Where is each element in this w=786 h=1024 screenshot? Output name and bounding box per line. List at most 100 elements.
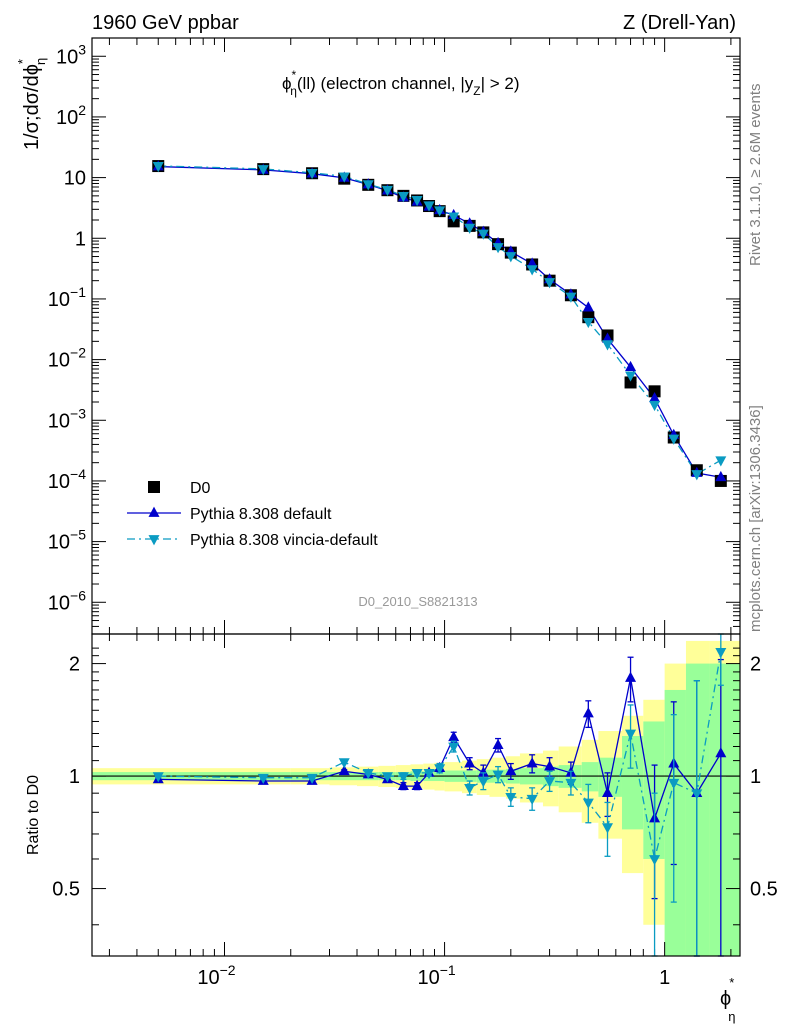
plot-title: ϕ* η(ll) (electron channel, |yZ| > 2) (282, 68, 520, 98)
ratio-data-point (565, 778, 577, 790)
main-data-point (602, 340, 614, 351)
ratio-plot-frame (91, 633, 741, 957)
ratio-data-point (715, 648, 727, 659)
ratio-data-point (544, 760, 556, 771)
ratio-data-point (505, 792, 517, 804)
legend-marker (148, 535, 160, 546)
ratio-data-point (257, 773, 269, 785)
legend-label: Pythia 8.308 default (190, 506, 332, 523)
main-data-point (464, 223, 476, 234)
ratio-data-point (544, 777, 556, 788)
ratio-data-point (526, 757, 538, 768)
stat-uncertainty-band (664, 689, 686, 956)
main-data-point (448, 212, 460, 223)
main-data-point (397, 192, 409, 203)
legend: D0 Pythia 8.308 default Pythia 8.308 vinci… (127, 480, 378, 549)
ratio-data-point (411, 779, 423, 790)
ratio-uncertainty-bands (92, 640, 740, 956)
ratio-data-point (477, 766, 489, 777)
ratio-data-point (649, 855, 661, 866)
legend-marker (148, 481, 160, 493)
ratio-data-point (625, 729, 637, 740)
main-data-point (649, 392, 661, 403)
ratio-data-point (397, 779, 409, 790)
mcplots-label: mcplots.cern.ch [arXiv:1306.3436] (747, 405, 764, 632)
main-y-tick-label: 10−6 (48, 587, 86, 614)
main-data-point (338, 172, 350, 183)
main-y-axis-label: 1/σ;dσ/dϕ* η (15, 58, 48, 150)
ratio-data-point (526, 794, 538, 806)
main-data-point (691, 470, 703, 481)
header-right: Z (Drell-Yan) (623, 12, 736, 34)
main-data-point (544, 278, 556, 289)
main-data-point (715, 456, 727, 467)
main-data-point (582, 317, 594, 329)
main-data-point (648, 385, 661, 398)
ratio-y-tick-label: 0.5 (52, 879, 80, 901)
ratio-data-point (381, 772, 393, 783)
ratio-data-point (434, 764, 446, 775)
legend-marker (148, 506, 160, 517)
stat-uncertainty-band (709, 663, 740, 956)
stat-uncertainty-band (621, 736, 644, 830)
header-left: 1960 GeV ppbar (92, 12, 239, 34)
ratio-data-point (411, 769, 423, 780)
main-data-point (381, 185, 393, 197)
ratio-data-point (152, 772, 164, 783)
ratio-data-point (448, 742, 460, 753)
ratio-y-tick-label-right: 1 (750, 766, 761, 788)
main-data-point (625, 360, 637, 372)
main-data-point (624, 376, 637, 389)
main-y-tick-label: 10−5 (48, 527, 86, 554)
main-data-point (492, 243, 504, 254)
main-data-point (625, 371, 637, 382)
series-layer (152, 160, 727, 957)
ratio-data-point (338, 764, 350, 776)
ratio-data-point (668, 778, 680, 790)
ratio-y-axis-label: Ratio to D0 (25, 775, 42, 855)
legend-label: D0 (190, 480, 211, 497)
rivet-label: Rivet 3.1.10, ≥ 2.6M events (747, 84, 764, 267)
main-y-tick-label: 1 (75, 228, 86, 250)
main-data-point (565, 292, 577, 303)
ratio-y-tick-label: 2 (69, 654, 80, 676)
main-data-point (152, 162, 164, 173)
x-tick-label: 10−2 (197, 962, 235, 989)
ratio-data-point (625, 671, 637, 682)
main-data-point (423, 201, 435, 212)
x-axis-label: ϕ* η (720, 975, 736, 1024)
ratio-data-point (306, 773, 318, 785)
main-y-tick-label: 103 (56, 41, 86, 68)
ratio-data-point (338, 758, 350, 769)
ratio-data-point (691, 789, 703, 800)
main-data-point (582, 301, 594, 312)
main-y-tick-label: 10−2 (48, 345, 86, 372)
ratio-data-point (602, 823, 614, 834)
main-data-point (668, 434, 680, 445)
main-y-tick-label: 102 (56, 102, 86, 129)
main-data-point (526, 257, 538, 268)
axis-ticks: 10−2 10−1 110310210110−110−210−310−410−510… (48, 37, 778, 989)
x-tick-label: 1 (659, 967, 670, 989)
ratio-data-point (477, 777, 489, 788)
ratio-data-point (582, 798, 594, 809)
stat-uncertainty-band (685, 663, 710, 956)
stat-uncertainty-band (581, 762, 599, 792)
main-data-point (505, 252, 517, 263)
ratio-data-point (423, 769, 435, 780)
ratio-data-point (582, 707, 594, 718)
ratio-data-point (505, 764, 517, 776)
main-data-point (715, 470, 727, 482)
ratio-y-tick-label: 1 (69, 766, 80, 788)
main-data-point (477, 229, 489, 240)
ratio-data-point (397, 772, 409, 783)
main-y-tick-label: 10−1 (48, 284, 86, 311)
ratio-data-point (464, 784, 476, 795)
ratio-data-point (715, 747, 727, 758)
main-data-point (411, 195, 423, 207)
ratio-y-tick-label-right: 2 (750, 654, 761, 676)
ratio-data-point (492, 770, 504, 781)
main-data-point (649, 400, 661, 412)
main-data-point (526, 265, 538, 276)
